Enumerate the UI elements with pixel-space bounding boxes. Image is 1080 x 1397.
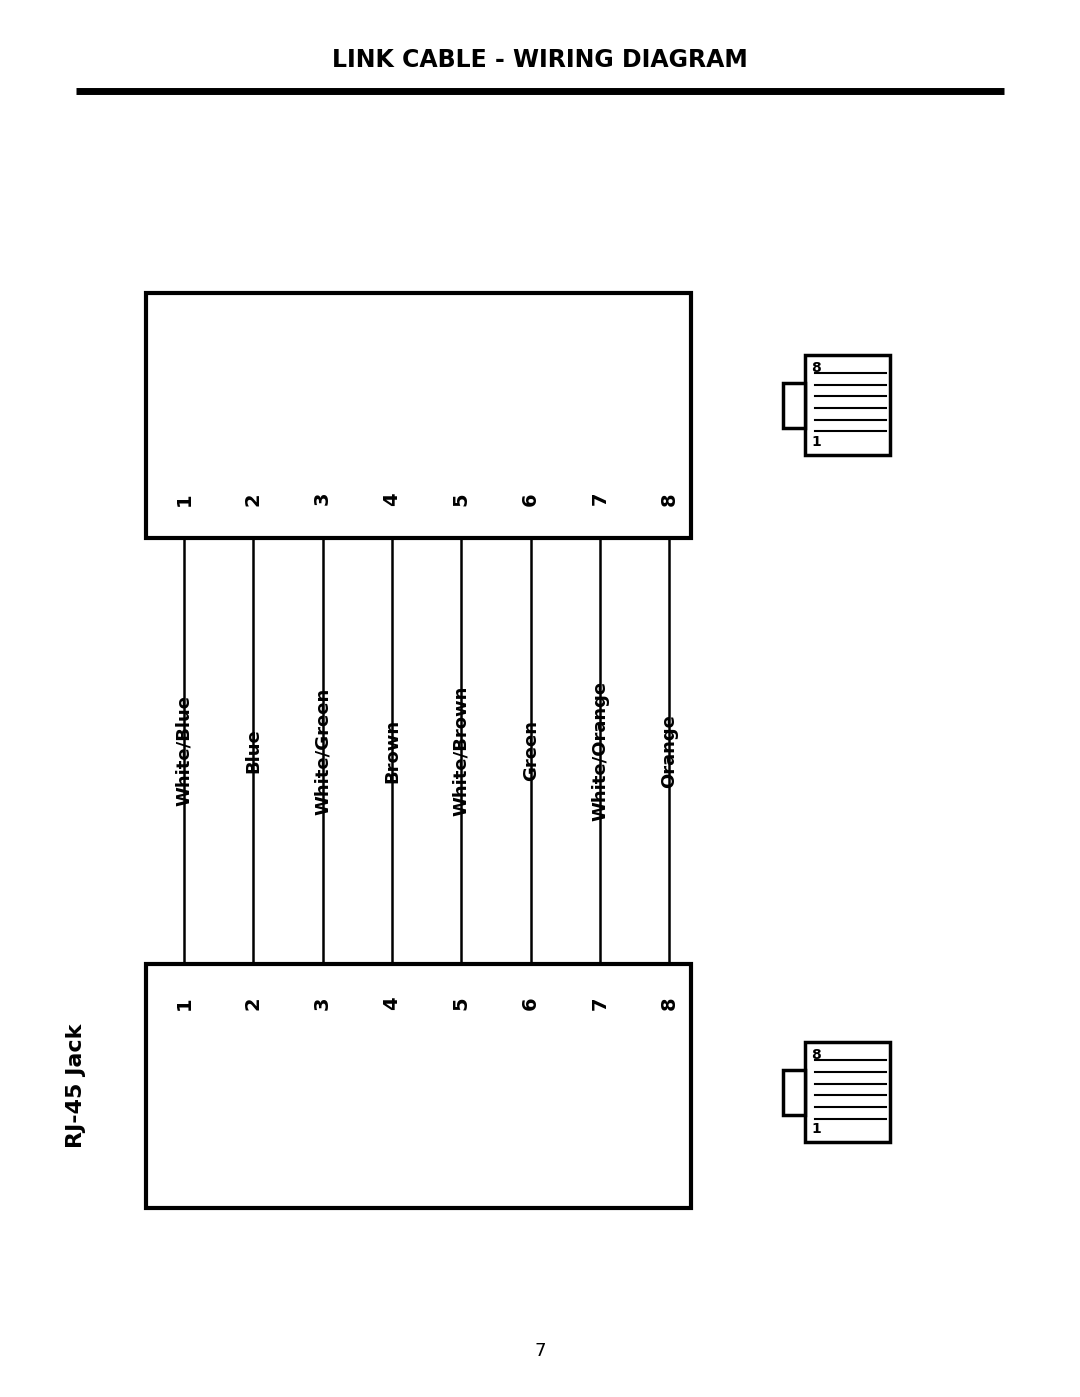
Bar bbox=[783, 1070, 806, 1115]
Text: 1: 1 bbox=[811, 1122, 821, 1136]
Text: 2: 2 bbox=[244, 996, 262, 1010]
Text: Brown: Brown bbox=[383, 719, 401, 782]
Text: White/Blue: White/Blue bbox=[175, 696, 193, 806]
Text: 7: 7 bbox=[591, 492, 609, 506]
Text: 5: 5 bbox=[451, 492, 471, 506]
Text: 1: 1 bbox=[175, 996, 193, 1010]
Text: RJ-45 Jack: RJ-45 Jack bbox=[66, 1024, 85, 1148]
Text: Blue: Blue bbox=[244, 728, 262, 774]
Bar bbox=[806, 1042, 890, 1143]
Bar bbox=[783, 383, 806, 427]
Text: 1: 1 bbox=[811, 434, 821, 448]
Text: 7: 7 bbox=[535, 1343, 545, 1359]
Text: 3: 3 bbox=[313, 996, 333, 1010]
Text: 7: 7 bbox=[591, 996, 609, 1010]
Text: Orange: Orange bbox=[660, 714, 678, 788]
Text: 8: 8 bbox=[811, 1049, 821, 1063]
Text: 4: 4 bbox=[382, 996, 402, 1010]
Bar bbox=[146, 964, 691, 1208]
Text: 6: 6 bbox=[522, 492, 540, 506]
Bar bbox=[146, 293, 691, 538]
Text: White/Green: White/Green bbox=[313, 687, 332, 814]
Text: 4: 4 bbox=[382, 492, 402, 506]
Text: White/Brown: White/Brown bbox=[453, 686, 471, 816]
Text: White/Orange: White/Orange bbox=[591, 680, 609, 821]
Text: 5: 5 bbox=[451, 996, 471, 1010]
Text: 8: 8 bbox=[660, 996, 679, 1010]
Text: 6: 6 bbox=[522, 996, 540, 1010]
Text: 8: 8 bbox=[811, 362, 821, 376]
Bar bbox=[806, 355, 890, 455]
Text: 2: 2 bbox=[244, 492, 262, 506]
Text: 1: 1 bbox=[175, 492, 193, 506]
Text: 8: 8 bbox=[660, 492, 679, 506]
Text: Green: Green bbox=[522, 721, 540, 781]
Text: LINK CABLE - WIRING DIAGRAM: LINK CABLE - WIRING DIAGRAM bbox=[333, 47, 747, 73]
Text: 3: 3 bbox=[313, 492, 333, 506]
